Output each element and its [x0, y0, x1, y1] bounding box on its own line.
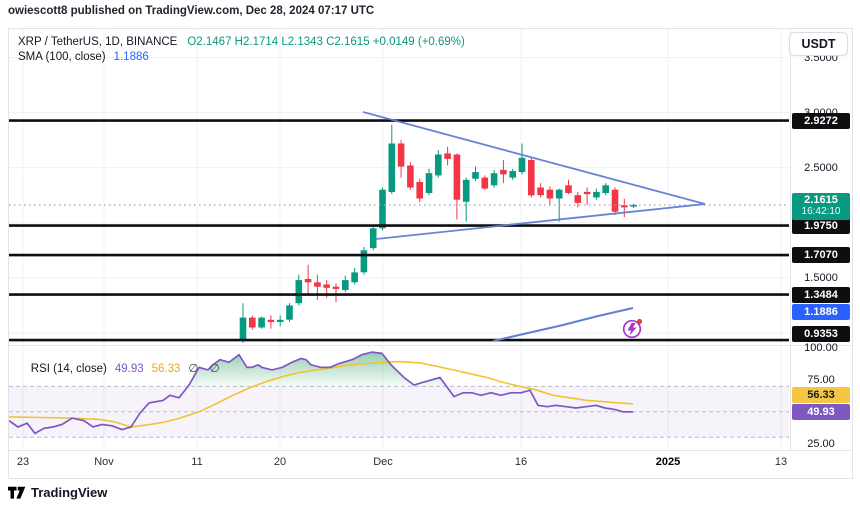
price-level-label: 0.9353 — [792, 326, 850, 342]
time-axis[interactable]: 23 Nov 11 20 Dec 16 2025 13 — [0, 450, 790, 477]
symbol-title: XRP / TetherUS, 1D, BINANCE — [18, 36, 178, 48]
tradingview-attribution[interactable]: TradingView — [8, 485, 107, 500]
time-axis-label: 13 — [774, 456, 788, 468]
time-axis-label: 20 — [273, 456, 287, 468]
attribution-text: owiescott8 published on TradingView.com,… — [8, 5, 375, 17]
time-axis-label: Dec — [373, 456, 393, 468]
sma-legend-label: SMA (100, close) — [18, 51, 106, 63]
price-level-label: 1.9750 — [792, 217, 850, 234]
sma-legend-value: 1.1886 — [113, 51, 149, 63]
time-axis-label: 23 — [16, 456, 30, 468]
time-axis-label: Nov — [94, 456, 114, 468]
time-axis-label: 2025 — [655, 456, 681, 468]
symbol-legend: XRP / TetherUS, 1D, BINANCE O2.1467 H2.17… — [18, 35, 465, 65]
time-axis-label: 11 — [191, 456, 203, 468]
rsi-tick-label: 75.00 — [807, 374, 835, 387]
rsi-tick-label: 25.00 — [807, 437, 835, 450]
rsi-legend: RSI (14, close) 49.93 56.33 ∅ ∅ — [18, 349, 224, 387]
rsi-legend-ma-value: 56.33 — [151, 363, 181, 375]
rsi-value-axis-label: 49.93 — [792, 403, 850, 420]
lightning-signal-icon — [622, 318, 643, 339]
ohlc-values: O2.1467 H2.1714 L2.1343 C2.1615 +0.0149 … — [187, 36, 465, 48]
time-axis-label: 16 — [514, 456, 528, 468]
price-axis[interactable]: 3.50003.00002.50001.50002.92721.97501.70… — [791, 0, 853, 510]
price-tick-label: 1.5000 — [804, 271, 838, 284]
sma-price-label: 1.1886 — [792, 304, 850, 321]
rsi-hidden-plots: ∅ ∅ — [188, 363, 224, 375]
current-price-label: 2.1615 16:42:10 — [792, 193, 850, 220]
currency-toggle-button[interactable]: USDT — [789, 32, 848, 56]
tradingview-brand-text: TradingView — [31, 485, 108, 500]
rsi-tick-label: 100.00 — [804, 342, 838, 355]
price-level-label: 1.7070 — [792, 247, 850, 264]
price-level-label: 2.9272 — [792, 112, 850, 129]
price-tick-label: 2.5000 — [804, 161, 838, 174]
price-level-label: 1.3484 — [792, 286, 850, 303]
rsi-ma-axis-label: 56.33 — [792, 387, 850, 404]
rsi-legend-value: 49.93 — [114, 363, 144, 375]
rsi-legend-label: RSI (14, close) — [30, 363, 107, 375]
tradingview-logo-icon — [8, 486, 26, 499]
